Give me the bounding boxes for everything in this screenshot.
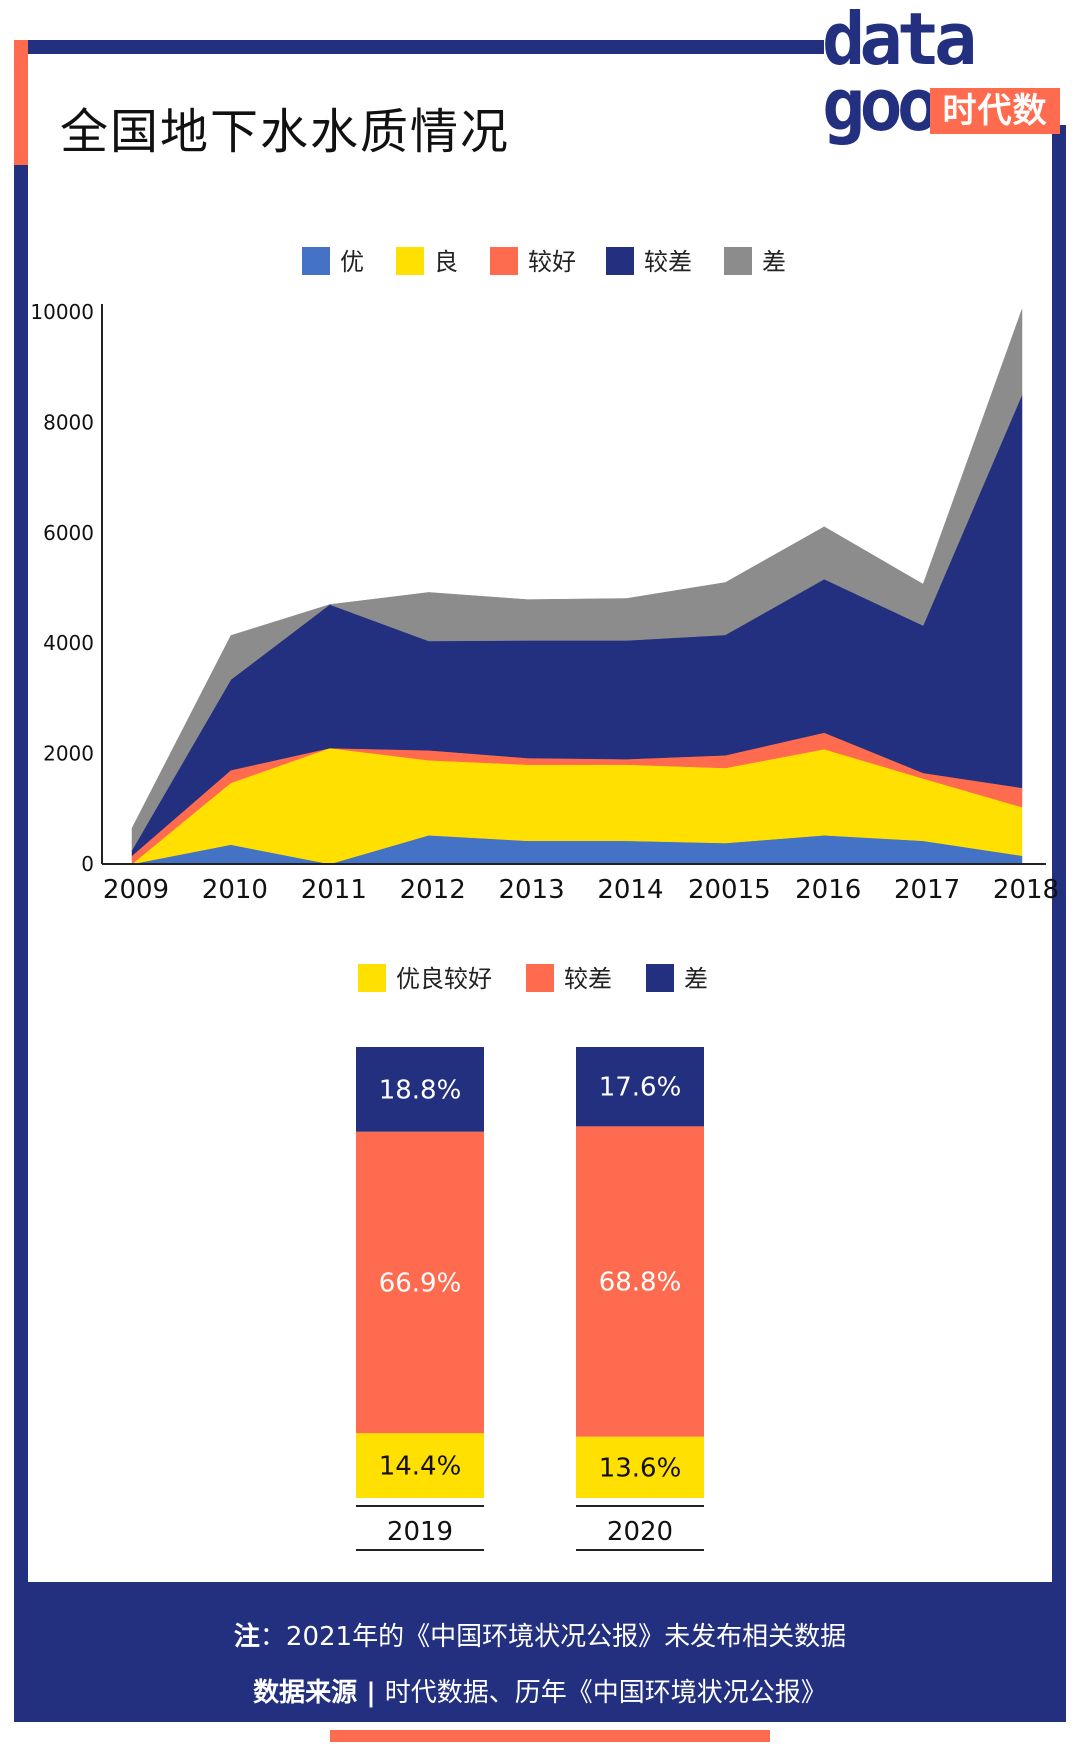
x-tick-label: 2009 <box>103 875 169 900</box>
logo-word-text: data goo <box>822 0 977 147</box>
bar-segment-较差-2020 <box>576 1126 704 1437</box>
bar-value-label: 68.8% <box>599 1268 682 1298</box>
source-separator: | <box>357 1678 385 1708</box>
bar-value-label: 18.8% <box>379 1075 462 1105</box>
y-tick-label: 0 <box>81 852 94 876</box>
y-tick-label: 2000 <box>43 742 94 766</box>
frame-left-bar <box>14 40 28 1700</box>
legend-label-良: 良 <box>434 248 458 276</box>
legend-label-较差: 较差 <box>644 248 692 276</box>
y-tick-label: 4000 <box>43 631 94 655</box>
area-chart: 优 良 较好 较差 差 0 2000 4000 6000 8000 10000 2009 2010 201… <box>30 247 1059 900</box>
x-tick-label: 2010 <box>202 875 268 900</box>
legend-swatch-良 <box>396 247 424 275</box>
x-tick-label: 2016 <box>795 875 861 900</box>
brand-logo: data goo 时代数据 <box>822 3 1062 177</box>
legend-label-较差: 较差 <box>564 965 612 993</box>
stacked-bar-chart: 优良较好 较差 差 14.4% 66.9% 18.8% 2019 13.6% 68.8% 17.6… <box>356 964 708 1551</box>
note-label: 注 <box>233 1622 260 1652</box>
legend-swatch-优良较好 <box>358 964 386 992</box>
x-tick-label: 2014 <box>597 875 663 900</box>
x-tick-label: 2018 <box>993 875 1059 900</box>
legend-swatch-较差 <box>526 964 554 992</box>
bar-segment-差-2019 <box>356 1047 484 1132</box>
footer-source: 数据来源 | 时代数据、历年《中国环境状况公报》 <box>14 1676 1066 1710</box>
bar-segment-优良较好-2019 <box>356 1433 484 1498</box>
bar-value-label: 17.6% <box>599 1073 682 1103</box>
x-tick-label: 20015 <box>688 875 771 900</box>
logo-tag: 时代数据 <box>930 88 1060 177</box>
bar-category-label: 2019 <box>387 1517 453 1547</box>
legend-swatch-差 <box>646 964 674 992</box>
bar-category-label: 2020 <box>607 1517 673 1547</box>
frame-top-bar <box>14 40 824 54</box>
legend-swatch-较差 <box>606 247 634 275</box>
x-tick-label: 2011 <box>301 875 367 900</box>
bar-value-label: 66.9% <box>379 1268 462 1298</box>
legend-swatch-差 <box>724 247 752 275</box>
legend-swatch-优 <box>302 247 330 275</box>
y-tick-label: 6000 <box>43 521 94 545</box>
legend-label-优: 优 <box>340 248 364 276</box>
x-tick-label: 2017 <box>894 875 960 900</box>
bar-value-label: 14.4% <box>379 1452 462 1482</box>
bar-segment-优良较好-2020 <box>576 1436 704 1498</box>
x-tick-label: 2013 <box>498 875 564 900</box>
footer: 注：2021年的《中国环境状况公报》未发布相关数据 数据来源 | 时代数据、历年… <box>14 1582 1066 1722</box>
frame-right-bar <box>1052 125 1066 1705</box>
legend-label-优良较好: 优良较好 <box>396 965 492 993</box>
frame-left-accent <box>14 40 28 165</box>
source-label: 数据来源 <box>253 1678 358 1708</box>
source-text: 时代数据、历年《中国环境状况公报》 <box>384 1678 827 1708</box>
footer-note: 注：2021年的《中国环境状况公报》未发布相关数据 <box>14 1620 1066 1654</box>
bar-value-label: 13.6% <box>599 1453 682 1483</box>
legend-label-差: 差 <box>684 965 708 993</box>
legend-swatch-较好 <box>490 247 518 275</box>
logo-word: data goo <box>822 3 977 141</box>
note-text: ：2021年的《中国环境状况公报》未发布相关数据 <box>259 1622 847 1652</box>
y-tick-label: 10000 <box>30 300 94 324</box>
bar-segment-差-2020 <box>576 1047 704 1127</box>
legend-label-较好: 较好 <box>528 248 576 276</box>
footer-accent <box>330 1730 770 1742</box>
page-title: 全国地下水水质情况 <box>60 104 511 160</box>
area-series-差 <box>131 309 1023 852</box>
y-tick-label: 8000 <box>43 410 94 434</box>
legend-label-差: 差 <box>762 248 786 276</box>
x-tick-label: 2012 <box>400 875 466 900</box>
bar-segment-较差-2019 <box>356 1131 484 1434</box>
